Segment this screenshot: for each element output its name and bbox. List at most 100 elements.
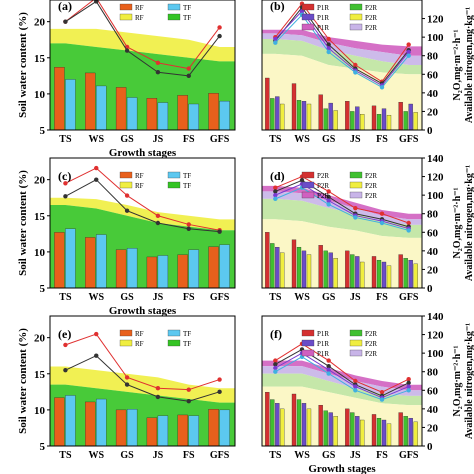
panel-label: (f) [270, 327, 282, 341]
series-point-3-GFS [406, 53, 411, 58]
series-point-1-FS [186, 399, 191, 404]
axes-frame [49, 315, 236, 447]
legend-swatch [301, 3, 315, 11]
y-tick-label: 20 [34, 17, 46, 29]
y-axis-title: Soil water content (%) [17, 12, 29, 118]
legend-swatch [119, 329, 133, 337]
y-tick-label: 20 [34, 333, 46, 345]
plot-area [50, 165, 235, 288]
bar-s1-TS [270, 243, 275, 288]
series-point-1-GS [326, 363, 331, 369]
band-0 [50, 197, 235, 231]
panel-f: 0 20 40 60 80 100 120 140 TS WS GS JS FS GFS (f) P1R P2R… [261, 311, 474, 474]
series-point-0-GS [326, 358, 331, 363]
bar-rf-GS [126, 97, 138, 130]
bar-rf-GS [126, 248, 138, 288]
x-tick-label-JS: JS [350, 134, 361, 145]
bar-rf-TS [65, 395, 76, 446]
series-line-2 [275, 352, 409, 399]
bar-rf-GS [126, 409, 138, 446]
legend-label: TF [183, 4, 191, 12]
y-tick-label: 40 [427, 88, 439, 100]
x-tick-label-TS: TS [59, 292, 72, 303]
bar-s3-GS [333, 110, 338, 130]
series-line-3 [275, 356, 409, 401]
legend-label: RF [135, 14, 144, 22]
x-tick-label-JS: JS [153, 134, 164, 145]
x-tick-label-GS: GS [322, 450, 336, 461]
legend-label: TF [183, 14, 191, 22]
series-point-1-FS [186, 73, 191, 79]
bar-s0-WS [291, 393, 297, 446]
axes-frame [261, 0, 423, 131]
bar-s3-GFS [413, 112, 418, 130]
series-point-0-JS [353, 62, 358, 68]
y-tick-label: 140 [427, 153, 444, 165]
bar-s3-FS [386, 114, 392, 130]
panel-label: (e) [58, 327, 71, 341]
series-point-3-FS [379, 220, 385, 226]
y-tick-label: 40 [427, 246, 439, 258]
bar-tf-WS [85, 237, 96, 288]
bar-rf-JS [157, 102, 169, 130]
bar-s1-GS [323, 108, 328, 130]
bar-s1-GS [323, 250, 328, 288]
panel-d: 0 20 40 60 80 100 120 140 TS WS GS JS FS GFS (d) P2R P2R… [261, 153, 474, 303]
axes-frame [49, 157, 236, 289]
y-axis-title: N₂O,mg·m⁻²·h⁻¹ [452, 188, 463, 259]
series-point-1-TS [273, 189, 278, 194]
series-point-3-TS [273, 40, 278, 45]
legend-swatch [301, 339, 315, 347]
x-tick-label-JS: JS [350, 450, 361, 461]
x-tick-label-WS: WS [88, 134, 104, 145]
series-point-0-TS [273, 358, 278, 363]
legend-swatch [301, 13, 315, 21]
bar-s1-FS [376, 114, 382, 130]
bar-s0-GS [318, 404, 323, 446]
bar-s3-WS [306, 408, 312, 446]
bar-tf-FS [177, 254, 188, 288]
panel-label: (d) [270, 169, 285, 183]
bar-rf-FS [188, 249, 199, 288]
series-point-1-WS [94, 177, 99, 182]
legend-label: RF [135, 182, 144, 190]
y-tick-label: 80 [427, 51, 439, 63]
panel-label: (b) [270, 0, 285, 13]
bar-s2-WS [301, 250, 307, 288]
series-point-0-TS [273, 185, 278, 190]
bar-tf-GFS [208, 409, 219, 446]
bar-s2-JS [355, 106, 360, 130]
bar-s3-FS [386, 265, 392, 288]
legend-label: RF [135, 4, 144, 12]
y-tick-label: 10 [34, 89, 46, 101]
x-tick-label-GFS: GFS [399, 450, 419, 461]
y-axis-title-secondary: Available nitrogen,mg·kg⁻¹ [464, 323, 474, 439]
bar-tf-TS [54, 397, 65, 446]
series-line-1 [275, 348, 409, 397]
bar-rf-JS [157, 415, 169, 446]
legend-swatch [119, 3, 133, 11]
legend-swatch [349, 171, 363, 179]
bar-s2-GFS [408, 417, 413, 446]
y-axis-title: Soil water content (%) [17, 170, 29, 276]
bar-rf-JS [157, 255, 169, 288]
bar-tf-JS [146, 98, 158, 130]
plot-area [262, 1, 422, 130]
series-line-0 [65, 0, 220, 70]
panel-c: 5 10 15 20 TS WS GS JS FS GFS (c) RF TF RF TF Soil wate… [17, 157, 236, 317]
y-tick-label: 100 [427, 32, 444, 44]
legend-label: P2R [317, 192, 329, 200]
series-point-0-GFS [217, 25, 222, 30]
legend-label: P2R [365, 182, 377, 190]
bar-s0-FS [371, 105, 377, 130]
bar-s0-FS [371, 256, 377, 288]
bar-s3-GS [333, 258, 338, 288]
y-tick-label: 15 [34, 211, 46, 223]
series-point-3-GS [326, 49, 331, 55]
x-tick-label-WS: WS [294, 292, 310, 303]
series-point-0-FS [186, 222, 191, 227]
bar-s1-JS [350, 254, 355, 288]
legend-swatch [301, 329, 315, 337]
bar-s0-GFS [398, 101, 403, 130]
bar-s0-GFS [398, 254, 403, 288]
